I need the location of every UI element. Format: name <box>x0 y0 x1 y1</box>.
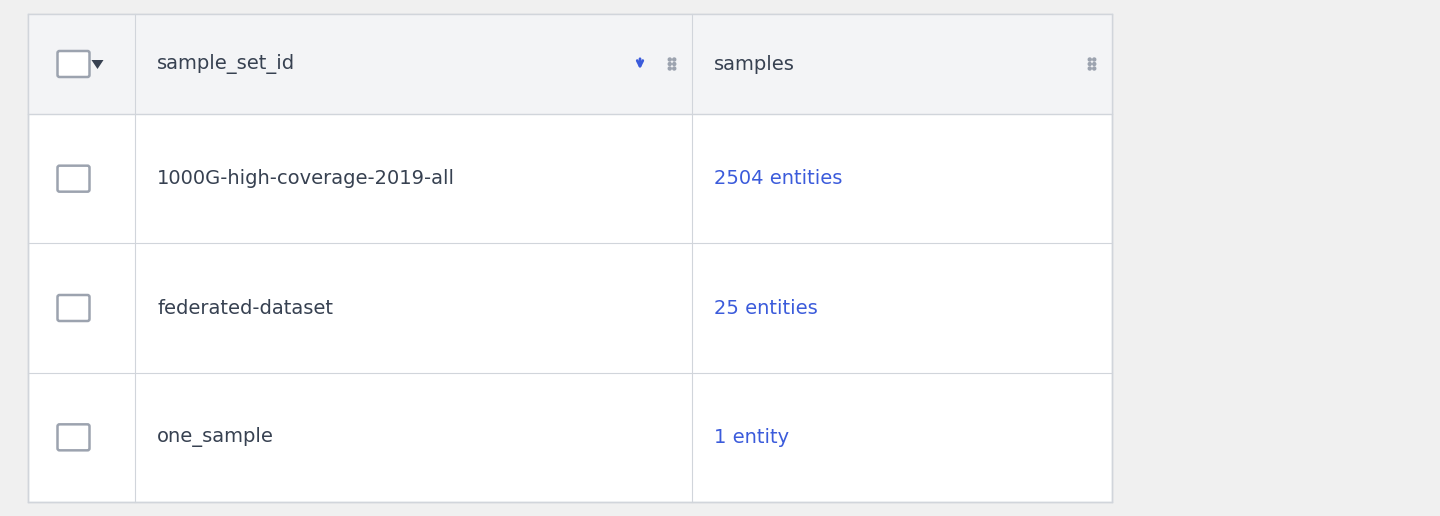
Circle shape <box>1089 58 1092 61</box>
Circle shape <box>1093 58 1096 61</box>
Text: 1 entity: 1 entity <box>714 428 789 447</box>
Text: sample_set_id: sample_set_id <box>157 54 295 74</box>
Polygon shape <box>92 60 104 69</box>
Text: 1000G-high-coverage-2019-all: 1000G-high-coverage-2019-all <box>157 169 455 188</box>
FancyBboxPatch shape <box>58 424 89 450</box>
Circle shape <box>1089 67 1092 70</box>
Circle shape <box>1089 62 1092 66</box>
Circle shape <box>668 58 671 61</box>
Circle shape <box>672 67 675 70</box>
FancyBboxPatch shape <box>27 14 1112 114</box>
Circle shape <box>1093 67 1096 70</box>
FancyBboxPatch shape <box>58 51 89 77</box>
Circle shape <box>672 58 675 61</box>
Text: federated-dataset: federated-dataset <box>157 298 333 317</box>
Circle shape <box>672 62 675 66</box>
FancyBboxPatch shape <box>58 295 89 321</box>
Circle shape <box>668 67 671 70</box>
Text: 2504 entities: 2504 entities <box>714 169 842 188</box>
Text: samples: samples <box>714 55 795 73</box>
FancyBboxPatch shape <box>27 14 1112 502</box>
Text: one_sample: one_sample <box>157 427 274 447</box>
FancyBboxPatch shape <box>58 166 89 191</box>
Circle shape <box>1093 62 1096 66</box>
Text: 25 entities: 25 entities <box>714 298 818 317</box>
Circle shape <box>668 62 671 66</box>
